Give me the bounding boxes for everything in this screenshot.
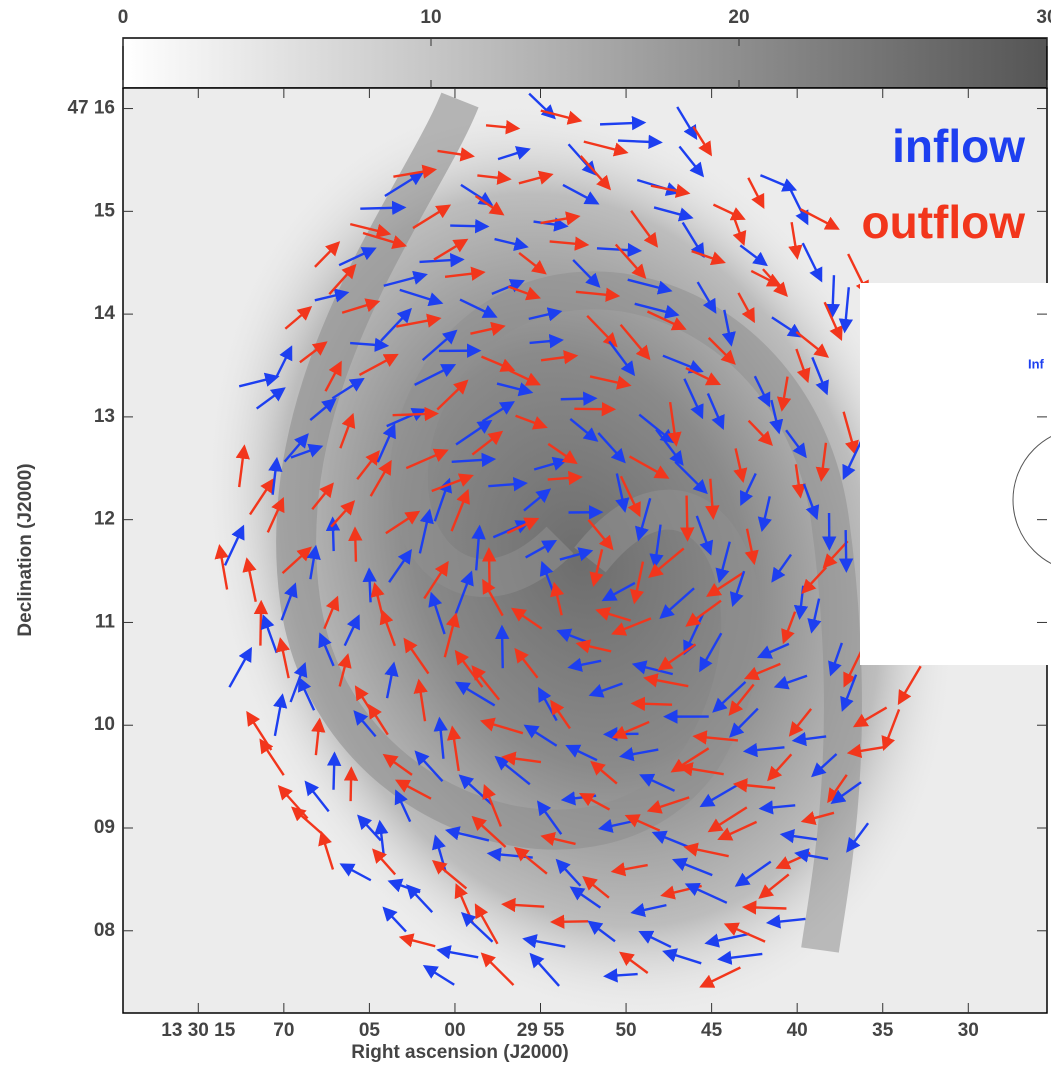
flow-arrow — [574, 409, 613, 410]
flow-arrow — [744, 907, 786, 908]
flow-arrow — [502, 627, 503, 668]
y-tick-label: 09 — [94, 817, 115, 838]
y-tick-label: 08 — [94, 920, 115, 941]
flow-arrow — [450, 226, 487, 227]
y-tick-label: 12 — [94, 509, 115, 530]
x-tick-label: 13 30 15 — [161, 1020, 235, 1041]
flow-arrow — [260, 602, 261, 645]
x-tick-label: 30 — [958, 1020, 979, 1041]
legend-entry: inflow — [892, 120, 1025, 172]
y-tick-label: 15 — [94, 200, 116, 221]
flow-arrow — [561, 398, 595, 399]
y-tick-label: 47 16 — [67, 98, 115, 119]
flow-arrow — [633, 703, 672, 704]
colorbar-tick-label: 0 — [118, 7, 129, 28]
flow-arrow — [832, 275, 834, 316]
x-tick-label: 50 — [615, 1020, 636, 1041]
x-tick-label: 70 — [273, 1020, 294, 1041]
x-tick-label: 00 — [444, 1020, 465, 1041]
flow-arrow — [360, 208, 404, 209]
legend-entry: outflow — [862, 196, 1026, 248]
y-tick-label: 13 — [94, 406, 115, 427]
flow-arrow — [846, 530, 847, 570]
inset-label: Inf — [1028, 356, 1045, 371]
flow-arrow — [489, 550, 490, 589]
y-tick-label: 14 — [94, 303, 116, 324]
x-tick-label: 45 — [701, 1020, 723, 1041]
colorbar-tick-label: 30 — [1036, 7, 1051, 28]
flow-arrow — [552, 921, 588, 922]
flow-arrow — [351, 769, 352, 801]
colorbar-tick-label: 10 — [420, 7, 441, 28]
x-tick-label: 05 — [359, 1020, 381, 1041]
flow-arrow — [393, 414, 437, 416]
flow-arrow — [687, 496, 688, 540]
x-tick-label: 35 — [872, 1020, 894, 1041]
x-tick-label: 29 55 — [517, 1020, 565, 1041]
y-tick-label: 10 — [94, 714, 115, 735]
y-axis-label: Declination (J2000) — [15, 463, 36, 636]
y-tick-label: 11 — [95, 611, 116, 632]
flow-arrow — [369, 570, 370, 603]
flow-arrow — [355, 529, 356, 562]
x-axis-label: Right ascension (J2000) — [351, 1042, 569, 1063]
inset: Inf — [860, 283, 1051, 665]
colorbar — [123, 38, 1047, 88]
flow-arrow — [334, 754, 335, 790]
colorbar-tick-label: 20 — [728, 7, 749, 28]
x-tick-label: 40 — [787, 1020, 808, 1041]
inset-panel — [860, 283, 1051, 665]
